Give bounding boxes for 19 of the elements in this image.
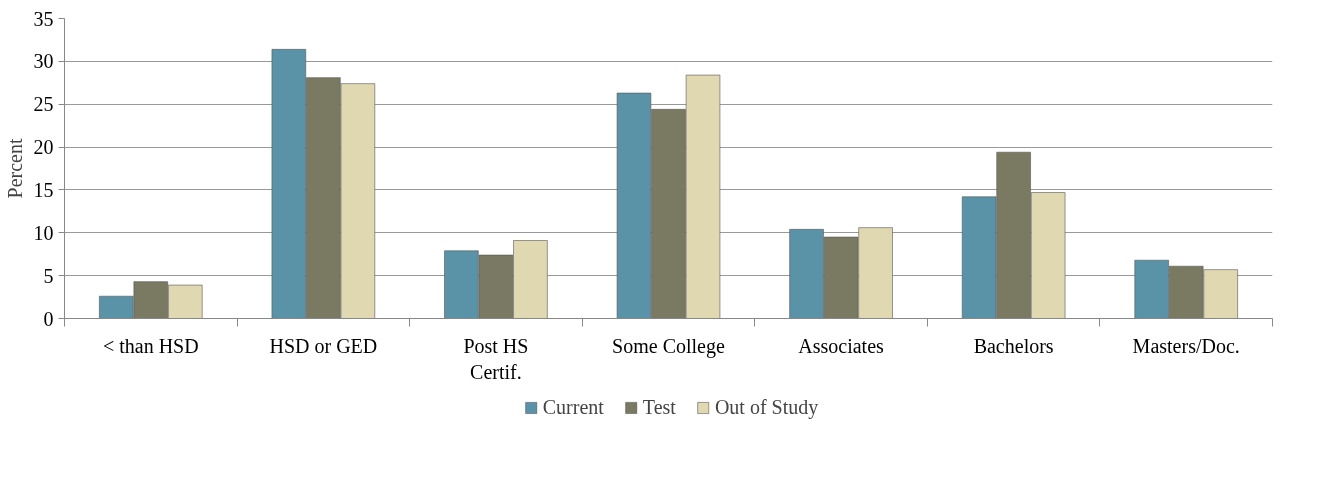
y-tick-label: 10 [33,221,54,244]
x-tick-label: Associates [798,334,885,357]
y-tick-label: 25 [33,93,54,116]
x-tick-label: Some College [612,334,725,358]
x-tick-label: Masters/Doc. [1132,334,1240,357]
x-tick-label: HSD or GED [269,334,378,357]
y-axis-title: Percent [3,138,26,199]
y-tick-label: 0 [43,307,54,330]
y-tick-label: 30 [33,50,54,73]
legend-label: Current [542,395,604,419]
y-tick-label: 20 [33,136,54,159]
legend-label: Out of Study [714,395,819,419]
x-tick-label: Post HS Certif. [463,334,529,383]
y-tick-label: 15 [33,178,54,201]
y-tick-label: 35 [33,7,54,30]
x-tick-label: Bachelors [973,334,1054,357]
y-tick-label: 5 [43,264,54,287]
x-tick-label: < than HSD [102,334,199,357]
legend-label: Test [642,395,676,419]
